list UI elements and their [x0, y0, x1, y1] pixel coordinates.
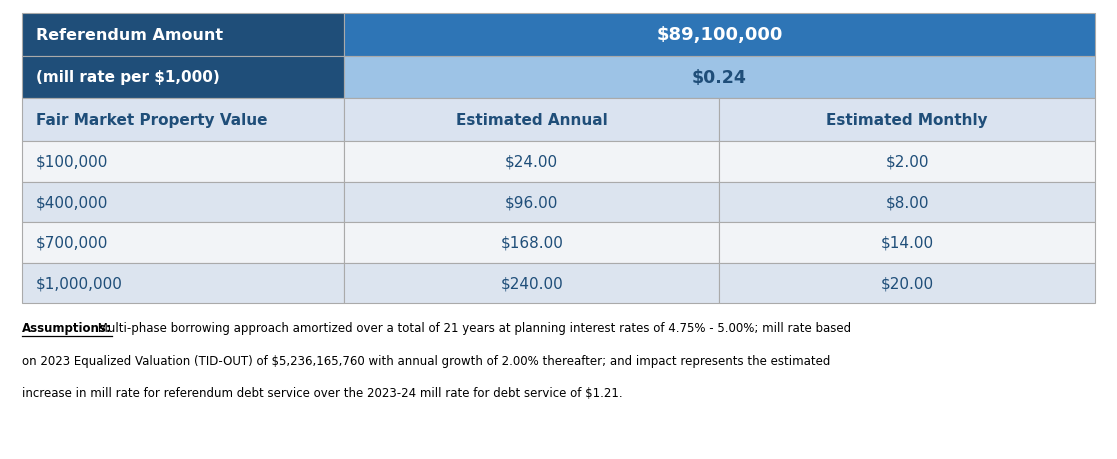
Text: $168.00: $168.00	[500, 235, 563, 250]
Bar	[719, 223, 1095, 263]
Text: $1,000,000: $1,000,000	[36, 276, 123, 291]
Text: (mill rate per $1,000): (mill rate per $1,000)	[36, 70, 220, 85]
Text: Assumptions:: Assumptions:	[22, 322, 112, 335]
Bar	[22, 142, 344, 182]
Bar	[22, 99, 344, 142]
Text: Referendum Amount: Referendum Amount	[36, 28, 223, 43]
Bar	[344, 14, 1095, 56]
Text: $2.00: $2.00	[886, 155, 928, 169]
Text: $0.24: $0.24	[691, 69, 747, 87]
Bar	[719, 142, 1095, 182]
Bar	[344, 56, 1095, 99]
Bar	[344, 223, 719, 263]
Text: $700,000: $700,000	[36, 235, 108, 250]
Text: Estimated Annual: Estimated Annual	[456, 113, 608, 128]
Text: $14.00: $14.00	[880, 235, 934, 250]
Text: $400,000: $400,000	[36, 195, 108, 210]
Text: $96.00: $96.00	[505, 195, 558, 210]
Text: $89,100,000: $89,100,000	[656, 26, 783, 44]
Bar	[22, 14, 344, 56]
Bar	[22, 56, 344, 99]
Bar	[344, 263, 719, 303]
Text: $20.00: $20.00	[880, 276, 934, 291]
Bar	[344, 182, 719, 223]
Text: $100,000: $100,000	[36, 155, 108, 169]
Text: Multi-phase borrowing approach amortized over a total of 21 years at planning in: Multi-phase borrowing approach amortized…	[94, 322, 851, 335]
Text: $24.00: $24.00	[505, 155, 558, 169]
Text: Fair Market Property Value: Fair Market Property Value	[36, 113, 267, 128]
Bar	[719, 99, 1095, 142]
Text: $240.00: $240.00	[500, 276, 563, 291]
Bar	[719, 263, 1095, 303]
Bar	[719, 182, 1095, 223]
Text: Estimated Monthly: Estimated Monthly	[827, 113, 987, 128]
Bar	[22, 263, 344, 303]
Bar	[344, 99, 719, 142]
Bar	[22, 182, 344, 223]
Text: increase in mill rate for referendum debt service over the 2023-24 mill rate for: increase in mill rate for referendum deb…	[22, 386, 623, 399]
Text: $8.00: $8.00	[886, 195, 928, 210]
Bar	[344, 142, 719, 182]
Bar	[22, 223, 344, 263]
Text: on 2023 Equalized Valuation (TID-OUT) of $5,236,165,760 with annual growth of 2.: on 2023 Equalized Valuation (TID-OUT) of…	[22, 354, 831, 367]
